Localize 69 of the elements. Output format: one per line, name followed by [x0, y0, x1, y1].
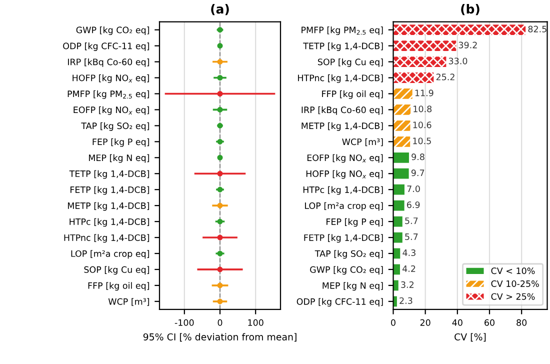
y-tick-label: METP [kg 1,4-DCB]	[302, 122, 383, 131]
y-tick-label: IRP [kBq Co-60 eq]	[68, 58, 150, 67]
data-label: 9.8	[412, 154, 424, 160]
legend-label: CV < 10%	[491, 268, 535, 274]
y-tick-label: TETP [kg 1,4-DCB]	[303, 42, 383, 51]
y-tick-label: ODP [kg CFC-11 eq]	[296, 298, 383, 307]
y-tick-label: TETP [kg 1,4-DCB]	[69, 170, 150, 179]
data-label: 9.7	[411, 170, 424, 176]
y-tick-label: PMFP [kg PM$_{2.5}$ eq]	[68, 90, 150, 99]
data-label: 11.9	[415, 90, 434, 96]
data-label: 10.6	[413, 122, 432, 128]
y-tick-label: EOFP [kg NO$_{x}$ eq]	[307, 154, 383, 163]
data-label: 10.5	[413, 138, 431, 144]
data-label: 25.2	[436, 74, 454, 80]
y-tick-label: GWP [kg CO₂ eq]	[76, 26, 150, 35]
y-tick-label: FETP [kg 1,4-DCB]	[70, 186, 150, 195]
y-tick-label: FFP [kg oil eq]	[322, 90, 383, 99]
data-label: 4.3	[402, 249, 416, 256]
y-tick-label: HTPnc [kg 1,4-DCB]	[298, 74, 383, 83]
y-tick-label: LOP [m²a crop eq]	[71, 250, 150, 259]
data-label: 7.0	[407, 186, 420, 192]
data-label: 3.2	[401, 281, 414, 288]
data-label: 4.2	[402, 265, 416, 272]
y-tick-label: TAP [kg SO₂ eq]	[81, 122, 150, 131]
y-tick-label: MEP [kg N eq]	[322, 282, 383, 291]
data-label: 10.8	[414, 106, 432, 112]
x-tick-label: 60	[484, 319, 494, 326]
y-tick-label: FEP [kg P eq]	[326, 218, 383, 227]
x-tick-label: 80	[516, 319, 527, 326]
chart-title: (a)	[211, 4, 229, 16]
y-tick-label: HTPc [kg 1,4-DCB]	[70, 218, 150, 227]
y-tick-label: FETP [kg 1,4-DCB]	[304, 234, 383, 243]
y-tick-label: MEP [kg N eq]	[89, 154, 150, 163]
data-label: 82.5	[528, 26, 546, 32]
data-label: 2.3	[400, 297, 412, 304]
y-tick-label: ODP [kg CFC-11 eq]	[63, 42, 150, 51]
y-tick-label: IRP [kBq Co-60 eq]	[302, 106, 383, 115]
y-tick-label: WCP [m³]	[342, 138, 383, 146]
y-tick-label: TAP [kg SO₂ eq]	[314, 250, 383, 259]
y-tick-label: PMFP [kg PM$_{2.5}$ eq]	[302, 26, 383, 35]
y-tick-label: HOFP [kg NO$_{x}$ eq]	[72, 74, 149, 83]
data-label: 39.2	[458, 42, 477, 48]
x-tick-label: 20	[420, 319, 430, 326]
x-tick-label: 100	[248, 319, 264, 326]
y-tick-label: METP [kg 1,4-DCB]	[68, 202, 150, 211]
y-tick-label: FEP [kg P eq]	[92, 138, 150, 147]
y-tick-label: HTPc [kg 1,4-DCB]	[303, 186, 383, 195]
chart-title: (b)	[461, 4, 480, 16]
y-tick-label: WCP [m³]	[108, 298, 150, 306]
y-tick-label: FFP [kg oil eq]	[88, 282, 150, 291]
y-tick-label: EOFP [kg NO$_{x}$ eq]	[74, 106, 149, 115]
y-tick-label: GWP [kg CO₂ eq]	[310, 266, 383, 275]
x-tick-label: -100	[174, 319, 194, 326]
y-tick-label: HTPnc [kg 1,4-DCB]	[64, 234, 150, 243]
y-tick-label: SOP [kg Cu eq]	[318, 58, 383, 67]
y-tick-label: LOP [m²a crop eq]	[305, 202, 383, 211]
legend-label: CV > 25%	[491, 293, 535, 300]
y-tick-label: HOFP [kg NO$_{x}$ eq]	[306, 170, 383, 179]
data-label: 5.7	[405, 234, 418, 240]
x-axis-title: 95% CI [% deviation from mean]	[143, 333, 296, 342]
data-label: 5.7	[405, 218, 418, 224]
x-axis-title: CV [%]	[454, 333, 486, 342]
x-tick-label: 0	[391, 319, 396, 326]
legend-label: CV 10-25%	[491, 280, 539, 287]
data-label: 6.9	[407, 201, 420, 208]
y-tick-label: SOP [kg Cu eq]	[84, 266, 150, 275]
data-label: 33.0	[448, 58, 468, 64]
x-tick-label: 0	[218, 319, 222, 326]
x-tick-label: 40	[452, 319, 462, 326]
